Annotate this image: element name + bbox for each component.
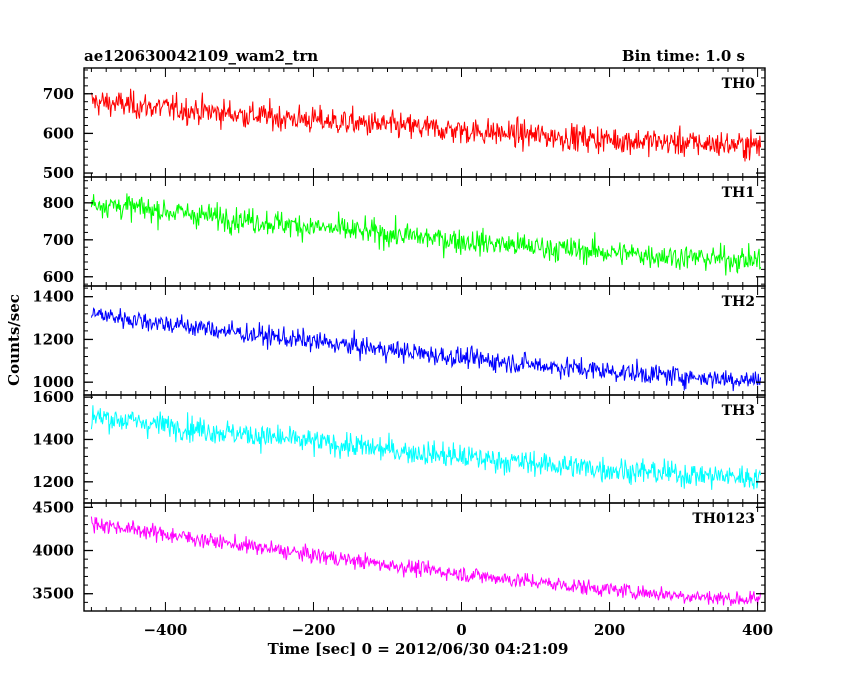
x-tick-label: −400 (143, 621, 187, 639)
series-th0-line (90, 88, 762, 162)
y-tick-label: 700 (43, 85, 74, 103)
panel-label-th0123: TH0123 (692, 511, 755, 527)
panel-label-th2: TH2 (722, 294, 755, 310)
x-tick-label: 0 (456, 621, 466, 639)
y-tick-label: 600 (43, 124, 74, 142)
panel-frame (83, 285, 766, 396)
y-tick-label: 1000 (32, 373, 74, 391)
y-tick-label: 600 (43, 268, 74, 286)
x-tick-label: 200 (594, 621, 625, 639)
y-axis-title: Counts/sec (5, 294, 23, 386)
panel-th1: 600 700 800 TH1 (43, 176, 766, 287)
panel-th3: 1200 1400 1600 TH3 (32, 388, 766, 504)
series-th1-line (90, 193, 762, 276)
panel-label-th0: TH0 (722, 76, 756, 92)
y-tick-label: 1200 (32, 330, 74, 348)
y-tick-label: 1200 (32, 473, 74, 491)
y-tick-label: 4000 (32, 542, 74, 560)
series-th3-line (90, 405, 762, 490)
panel-frame (83, 502, 766, 612)
y-tick-label: 500 (43, 164, 74, 182)
y-tick-label: 3500 (32, 585, 74, 603)
panel-frame (83, 176, 766, 287)
y-tick-label: 800 (43, 194, 74, 212)
x-tick-label: 400 (742, 621, 773, 639)
panel-th2: 1000 1200 1400 TH2 (32, 285, 766, 396)
x-axis-title: Time [sec] 0 = 2012/06/30 04:21:09 (268, 640, 569, 658)
y-tick-label: 1400 (32, 288, 74, 306)
panel-th0: 500 600 700 TH0 (43, 67, 766, 182)
bin-time-label: Bin time: 1.0 s (622, 47, 745, 65)
panel-th0123: 3500 4000 4500 TH0123 (32, 498, 766, 612)
series-th2-line (90, 307, 762, 392)
panel-label-th3: TH3 (722, 403, 755, 419)
y-tick-label: 1600 (32, 388, 74, 406)
chart-title: ae120630042109_wam2_trn (84, 47, 318, 65)
y-tick-label: 1400 (32, 430, 74, 448)
series-th0123-line (90, 516, 762, 607)
panel-label-th1: TH1 (722, 185, 755, 201)
x-tick-label: −200 (292, 621, 336, 639)
x-axis: −400 −200 0 200 400 (143, 621, 773, 639)
y-tick-label: 4500 (32, 498, 74, 516)
y-tick-label: 700 (43, 231, 74, 249)
